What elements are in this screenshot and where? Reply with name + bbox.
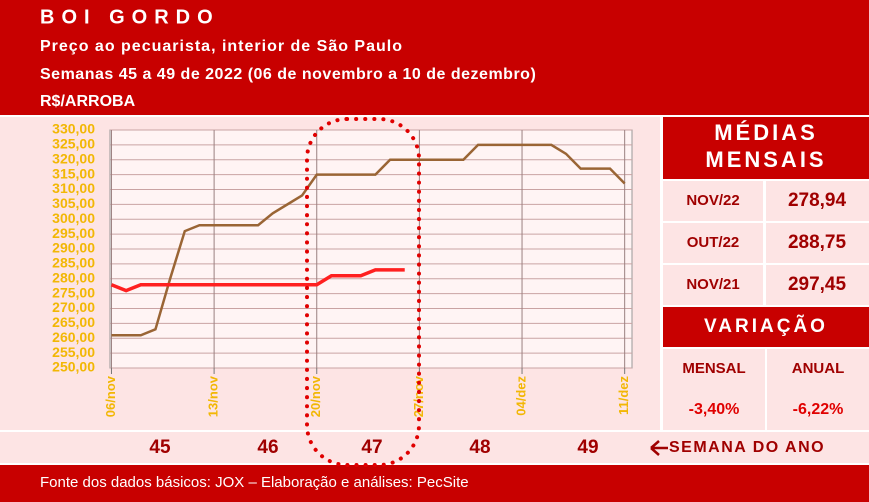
week-row [0,432,869,463]
plot: 250,00255,00260,00265,00270,00275,00280,… [52,121,632,417]
week-label: 49 [577,437,598,458]
y-tick-label: 295,00 [52,225,95,241]
x-tick-label: 27/nov [411,375,426,417]
x-tick-label: 20/nov [308,375,323,417]
x-tick-label: 06/nov [103,375,118,417]
variation-header: MENSAL [682,360,745,377]
y-tick-label: 290,00 [52,240,95,256]
cell [663,265,763,305]
variation-value: -3,40% [689,401,740,418]
y-tick-label: 275,00 [52,284,95,300]
series-line [111,143,626,337]
panel-header [663,117,869,179]
highlight [305,117,421,467]
footer-band [0,465,869,502]
chart-title: BOI GORDO [40,6,220,28]
y-tick-label: 265,00 [52,314,95,330]
week-label: 48 [469,437,490,458]
week-label: 47 [361,437,382,458]
average-value: 278,94 [788,190,847,211]
y-tick-label: 250,00 [52,359,95,375]
y-tick-label: 280,00 [52,269,95,285]
y-tick-label: 315,00 [52,165,95,181]
month-label: OUT/22 [687,234,740,251]
month-label: NOV/21 [686,276,739,293]
panel-title: VARIAÇÃO [704,315,828,337]
cell [766,223,869,263]
cell [663,223,763,263]
y-tick-label: 320,00 [52,150,95,166]
unit-label: R$/ARROBA [40,93,136,110]
panel-title: MÉDIAS [714,120,818,145]
panel-header [663,307,869,347]
y-tick-label: 325,00 [52,136,95,152]
y-tick-label: 285,00 [52,255,95,271]
cell [766,265,869,305]
y-tick-label: 305,00 [52,195,95,211]
cell [766,181,869,221]
week-axis-label: SEMANA DO ANO [669,439,825,456]
x-tick-label: 13/nov [206,375,221,417]
subtitle: Semanas 45 a 49 de 2022 (06 de novembro … [40,66,536,83]
week-label: 46 [257,437,278,458]
panel-title: MENSAIS [705,147,826,172]
subtitle: Preço ao pecuarista, interior de São Pau… [40,38,403,55]
variation-value: -6,22% [793,401,844,418]
month-label: NOV/22 [686,192,739,209]
arrow [650,440,668,456]
y-tick-label: 255,00 [52,344,95,360]
source-note: Fonte dos dados básicos: JOX – Elaboraçã… [40,474,469,491]
y-tick-label: 260,00 [52,329,95,345]
average-value: 297,45 [788,274,847,295]
average-value: 288,75 [788,232,847,253]
y-tick-label: 300,00 [52,210,95,226]
y-tick-label: 310,00 [52,180,95,196]
x-tick-label: 04/dez [513,376,528,416]
x-tick-label: 11/dez [616,376,631,416]
y-tick-label: 330,00 [52,121,95,137]
variation-header: ANUAL [792,360,845,377]
cell [663,181,763,221]
header-band [0,0,869,115]
y-tick-label: 270,00 [52,299,95,315]
week-label: 45 [149,437,171,458]
series-line [110,268,405,293]
